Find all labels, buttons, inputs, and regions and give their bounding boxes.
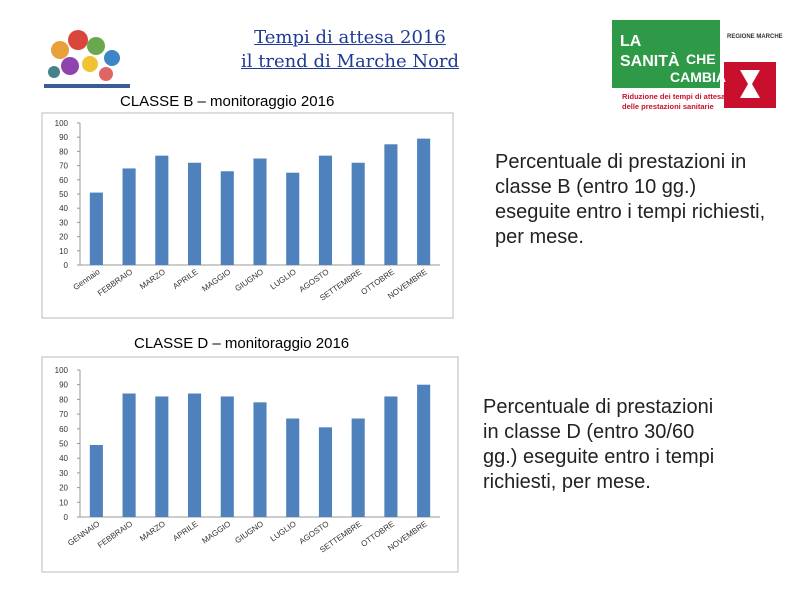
title: Tempi di attesa 2016 il trend di Marche …	[200, 26, 500, 74]
bar	[253, 158, 267, 265]
y-tick-label: 20	[59, 484, 68, 493]
logo-text: CHE	[686, 51, 716, 67]
left-logo	[44, 30, 130, 88]
bar	[351, 162, 365, 265]
bar	[122, 393, 136, 517]
y-tick-label: 70	[59, 410, 68, 419]
description: Percentuale di prestazioni in classe B (…	[495, 151, 766, 248]
logo-caption: Riduzione dei tempi di attesa	[622, 92, 726, 101]
bar	[417, 384, 431, 517]
description: Percentuale di prestazioni in classe D (…	[483, 396, 715, 493]
bar	[155, 155, 169, 265]
y-tick-label: 80	[59, 395, 68, 404]
chart-title: CLASSE B – monitoraggio 2016	[120, 93, 335, 110]
y-tick-label: 20	[59, 233, 68, 242]
y-tick-label: 40	[59, 454, 68, 463]
logo-text: SANITÀ	[620, 51, 680, 70]
bar	[253, 402, 267, 517]
bar	[122, 168, 136, 265]
y-tick-label: 90	[59, 133, 68, 142]
y-tick-label: 70	[59, 162, 68, 171]
y-tick-label: 90	[59, 381, 68, 390]
y-tick-label: 10	[59, 498, 68, 507]
bar	[220, 171, 234, 265]
right-logo: LA SANITÀ CHE CAMBIA REGIONE MARCHE Ridu…	[612, 20, 783, 111]
bar	[89, 444, 103, 517]
bar	[286, 418, 300, 517]
bar	[89, 192, 103, 265]
bar	[417, 138, 431, 265]
bar	[155, 396, 169, 517]
bar	[318, 427, 332, 517]
y-tick-label: 30	[59, 218, 68, 227]
title-line: il trend di Marche Nord	[240, 51, 460, 72]
bar	[286, 172, 300, 265]
logo-text: CAMBIA	[670, 69, 726, 85]
y-tick-label: 10	[59, 247, 68, 256]
y-tick-label: 0	[64, 261, 69, 270]
y-tick-label: 60	[59, 425, 68, 434]
bar	[188, 162, 202, 265]
y-tick-label: 0	[64, 513, 69, 522]
y-tick-label: 30	[59, 469, 68, 478]
y-tick-label: 60	[59, 176, 68, 185]
y-tick-label: 50	[59, 190, 68, 199]
y-tick-label: 80	[59, 147, 68, 156]
bar	[384, 396, 398, 517]
y-tick-label: 40	[59, 204, 68, 213]
y-tick-label: 100	[55, 119, 69, 128]
bar	[188, 393, 202, 517]
bar	[351, 418, 365, 517]
logo-region: REGIONE MARCHE	[727, 34, 783, 40]
y-tick-label: 100	[55, 366, 69, 375]
chart-title: CLASSE D – monitoraggio 2016	[134, 335, 350, 352]
title-line: Tempi di attesa 2016	[254, 27, 446, 48]
bar	[384, 144, 398, 265]
y-tick-label: 50	[59, 440, 68, 449]
bar	[318, 155, 332, 265]
logo-text: LA	[620, 33, 642, 50]
logo-caption: delle prestazioni sanitarie	[622, 102, 714, 111]
bar	[220, 396, 234, 517]
